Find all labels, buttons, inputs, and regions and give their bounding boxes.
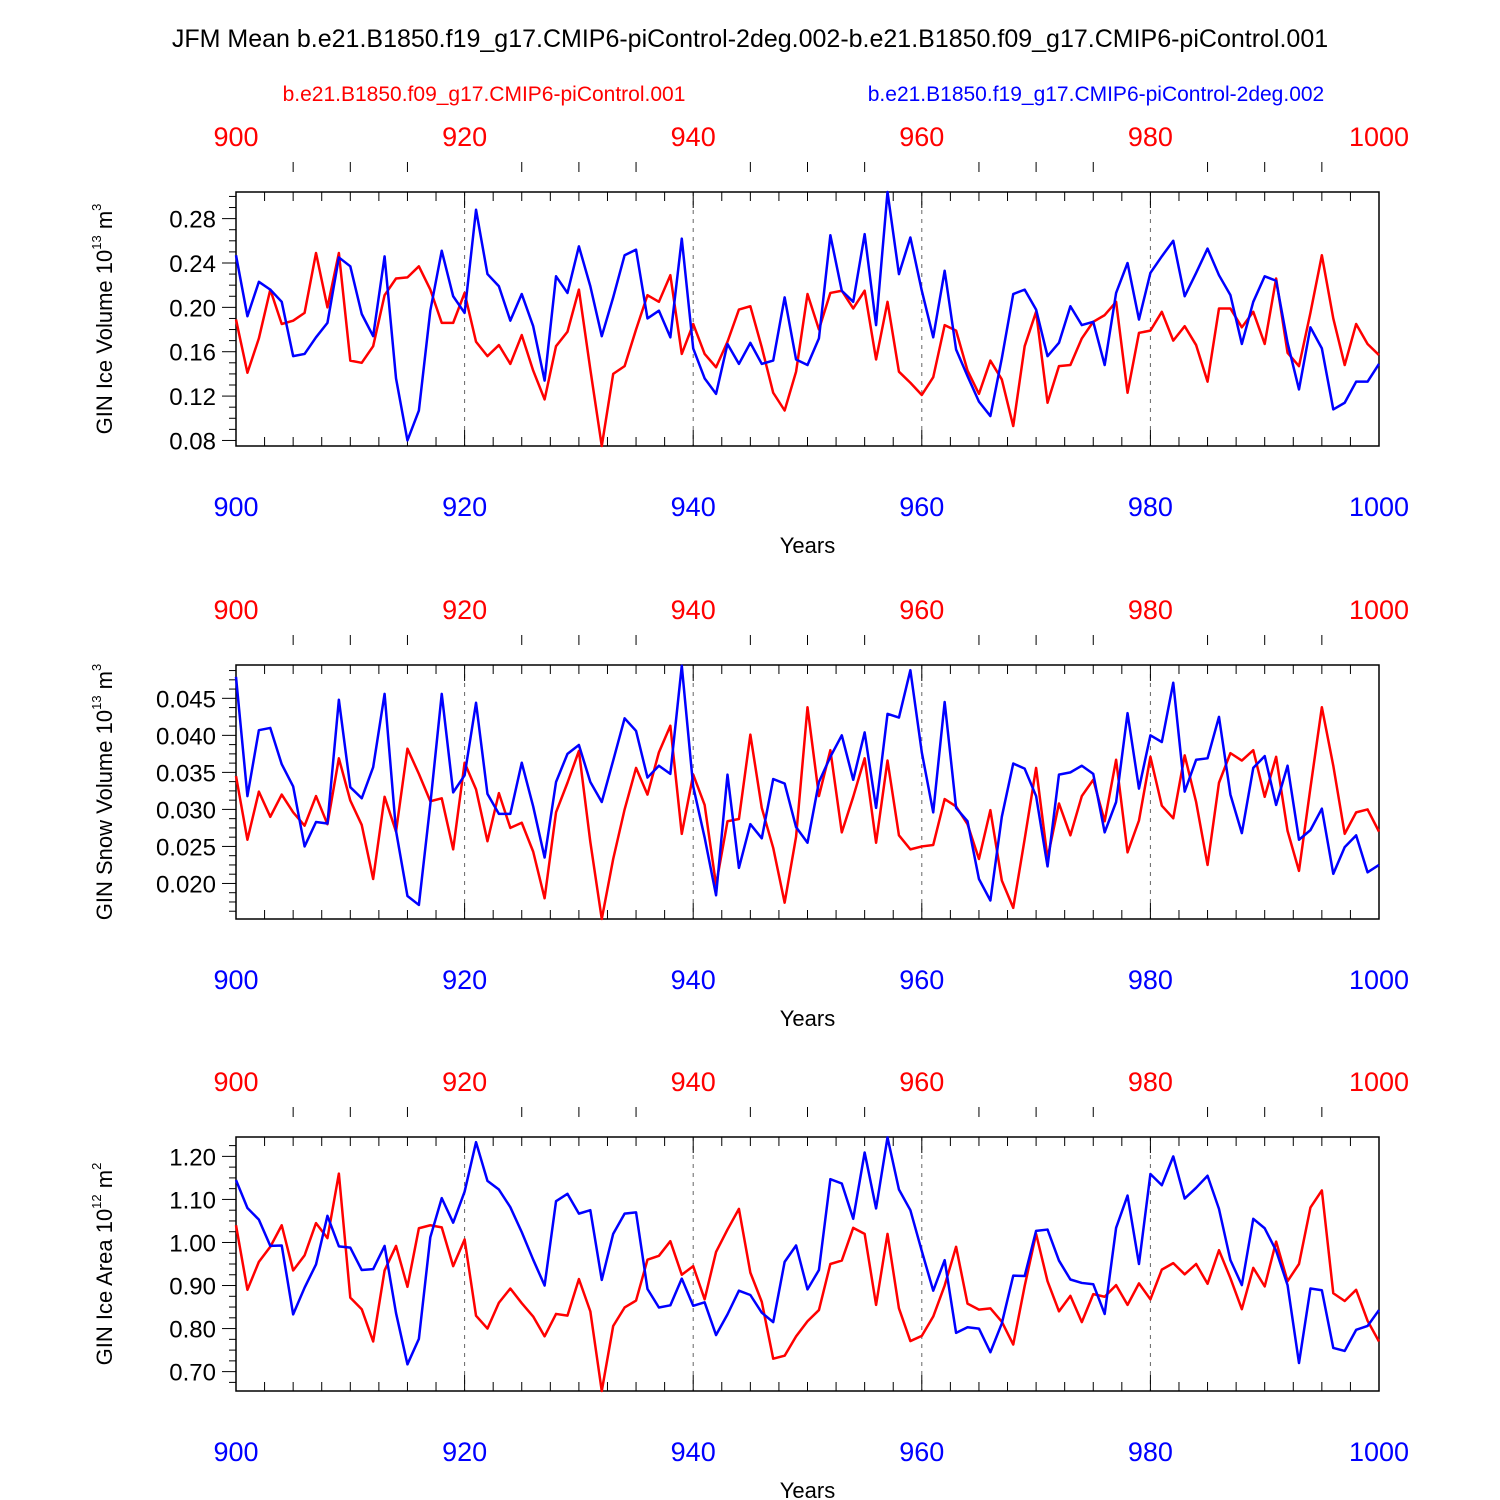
snow-volume-ylabel: GIN Snow Volume 1013 m3: [89, 664, 117, 921]
snow-volume-series-red: [234, 705, 1381, 921]
snow-volume-ytick-label: 0.045: [156, 686, 216, 713]
snow-volume-ytick-label: 0.040: [156, 723, 216, 750]
ice-area-bottom-xtick-label: 1000: [1349, 1437, 1409, 1467]
snow-volume-top-xtick-label: 980: [1128, 595, 1173, 625]
legend-red-label: b.e21.B1850.f09_g17.CMIP6-piControl.001: [283, 83, 686, 106]
ice-volume-series-blue: [234, 190, 1381, 442]
ice-volume-bottom-xtick-label: 980: [1128, 492, 1173, 522]
ice-area-ylabel: GIN Ice Area 1012 m2: [89, 1163, 117, 1366]
snow-volume-panel: 0.020 0.025 0.030 0.035 0.040 0.045 900 900 920 9…: [89, 595, 1409, 1031]
snow-volume-top-xtick-label: 920: [442, 595, 487, 625]
snow-volume-top-xtick-label: 1000: [1349, 595, 1409, 625]
ice-volume-top-xtick-label: 920: [442, 122, 487, 152]
snow-volume-points-blue: [235, 665, 1380, 905]
ice-area-bottom-xtick-label: 980: [1128, 1437, 1173, 1467]
ice-volume-frame: [235, 191, 1380, 447]
snow-volume-bottom-xtick-label: 960: [899, 965, 944, 995]
ice-volume-top-xtick-label: 900: [213, 122, 258, 152]
ice-area-ytick-label: 1.10: [169, 1187, 216, 1214]
ice-area-panel: 0.70 0.80 0.90 1.00 1.10 1.20 900 900 920 920 940 9…: [89, 1067, 1409, 1500]
snow-volume-ytick-label: 0.035: [156, 760, 216, 787]
ice-area-bottom-xtick-label: 940: [671, 1437, 716, 1467]
ice-volume-xlabel: Years: [780, 533, 835, 558]
ice-volume-bottom-xtick-label: 920: [442, 492, 487, 522]
ice-area-ytick-label: 1.20: [169, 1144, 216, 1171]
ice-area-ytick-label: 0.80: [169, 1317, 216, 1344]
ice-area-bottom-xtick-label: 920: [442, 1437, 487, 1467]
snow-volume-bottom-xtick-label: 980: [1128, 965, 1173, 995]
snow-volume-ytick-label: 0.030: [156, 797, 216, 824]
ice-volume-ylabel: GIN Ice Volume 1013 m3: [89, 204, 117, 435]
ice-area-ytick-label: 0.70: [169, 1360, 216, 1387]
ice-area-top-xtick-label: 1000: [1349, 1067, 1409, 1097]
ice-volume-ytick-label: 0.16: [169, 340, 216, 367]
ice-area-top-xtick-label: 960: [899, 1067, 944, 1097]
snow-volume-xlabel: Years: [780, 1006, 835, 1031]
legend-blue-label: b.e21.B1850.f19_g17.CMIP6-piControl-2deg…: [868, 83, 1324, 106]
ice-volume-bottom-xtick-label: 960: [899, 492, 944, 522]
ice-area-top-xtick-label: 940: [671, 1067, 716, 1097]
ice-volume-top-xtick-label: 960: [899, 122, 944, 152]
ice-volume-ytick-label: 0.08: [169, 428, 216, 455]
snow-volume-top-xtick-label: 960: [899, 595, 944, 625]
snow-volume-bottom-xtick-label: 900: [213, 965, 258, 995]
snow-volume-frame: [235, 664, 1380, 920]
ice-volume-series-red: [234, 251, 1380, 448]
snow-volume-ytick-label: 0.020: [156, 871, 216, 898]
snow-volume-bottom-xtick-label: 940: [671, 965, 716, 995]
figure-title: JFM Mean b.e21.B1850.f19_g17.CMIP6-piCon…: [172, 25, 1328, 53]
ice-area-frame: [235, 1136, 1380, 1392]
ice-area-top-xtick-label: 900: [213, 1067, 258, 1097]
ice-area-top-xtick-label: 980: [1128, 1067, 1173, 1097]
ice-area-ytick-label: 0.90: [169, 1274, 216, 1301]
snow-volume-bottom-xtick-label: 1000: [1349, 965, 1409, 995]
ice-volume-ytick-label: 0.12: [169, 384, 216, 411]
snow-volume-ytick-label: 0.025: [156, 834, 216, 861]
ice-volume-ytick-label: 0.28: [169, 207, 216, 234]
ice-volume-ytick-label: 0.24: [169, 251, 216, 278]
snow-volume-top-xtick-label: 900: [213, 595, 258, 625]
ice-area-series-blue: [234, 1136, 1381, 1366]
ice-volume-top-xtick-label: 940: [671, 122, 716, 152]
ice-volume-panel: 0.08 0.12 0.16 0.20 0.24 0.28 900 900 920 920 940 9…: [89, 122, 1409, 558]
ice-volume-top-xtick-label: 980: [1128, 122, 1173, 152]
ice-area-points-blue: [235, 1137, 1380, 1365]
ice-area-series-red: [234, 1172, 1381, 1393]
ice-volume-top-xtick-label: 1000: [1349, 122, 1409, 152]
ice-area-bottom-xtick-label: 900: [213, 1437, 258, 1467]
snow-volume-series-blue: [234, 664, 1380, 907]
snow-volume-points-red: [235, 707, 1380, 920]
snow-volume-bottom-xtick-label: 920: [442, 965, 487, 995]
ice-area-top-xtick-label: 920: [442, 1067, 487, 1097]
ice-volume-points-blue: [235, 191, 1380, 441]
snow-volume-top-xtick-label: 940: [671, 595, 716, 625]
ice-volume-bottom-xtick-label: 1000: [1349, 492, 1409, 522]
ice-area-xlabel: Years: [780, 1478, 835, 1500]
ice-volume-points-red: [235, 252, 1380, 447]
ice-area-bottom-xtick-label: 960: [899, 1437, 944, 1467]
ice-volume-ytick-label: 0.20: [169, 295, 216, 322]
ice-volume-bottom-xtick-label: 900: [213, 492, 258, 522]
ice-area-ytick-label: 1.00: [169, 1230, 216, 1257]
ice-volume-bottom-xtick-label: 940: [671, 492, 716, 522]
